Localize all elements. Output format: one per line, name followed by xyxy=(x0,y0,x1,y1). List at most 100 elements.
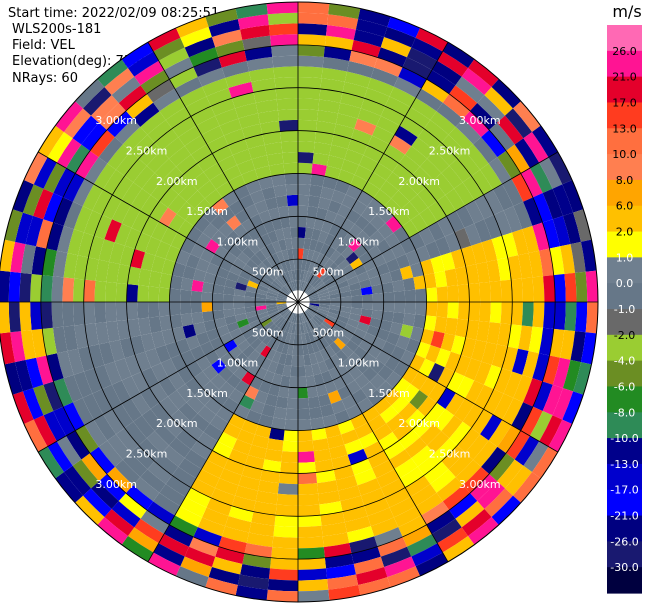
velocity-cell xyxy=(137,285,149,302)
velocity-cell xyxy=(185,377,203,396)
velocity-cell xyxy=(168,437,191,459)
velocity-cell xyxy=(258,176,274,190)
velocity-cell xyxy=(260,120,281,135)
colorbar-tick-label: 2.0 xyxy=(616,226,634,239)
velocity-cell xyxy=(399,265,414,280)
velocity-cell xyxy=(267,308,279,316)
velocity-cell xyxy=(276,329,285,342)
velocity-cell xyxy=(0,332,16,365)
velocity-cell xyxy=(245,454,265,470)
velocity-cell xyxy=(289,259,295,271)
velocity-cell xyxy=(298,536,324,549)
velocity-cell xyxy=(90,94,119,123)
velocity-cell xyxy=(62,277,75,302)
velocity-cell xyxy=(168,371,186,391)
velocity-cell xyxy=(130,249,146,269)
velocity-cell xyxy=(272,328,282,340)
velocity-cell xyxy=(63,402,85,431)
velocity-cell xyxy=(170,174,191,195)
velocity-cell xyxy=(63,201,83,230)
velocity-cell xyxy=(305,309,314,318)
velocity-cell xyxy=(419,207,438,227)
velocity-cell xyxy=(193,57,222,77)
velocity-cell xyxy=(362,259,377,272)
velocity-cell xyxy=(344,71,371,89)
velocity-cell xyxy=(232,439,252,455)
velocity-cell xyxy=(266,292,278,298)
velocity-cell xyxy=(356,190,374,207)
velocity-cell xyxy=(134,518,165,544)
velocity-cell xyxy=(310,276,320,287)
velocity-cell xyxy=(127,318,141,338)
velocity-cell xyxy=(539,327,554,356)
velocity-cell xyxy=(245,310,258,319)
velocity-cell xyxy=(313,448,332,462)
velocity-cell xyxy=(417,396,437,417)
velocity-cell xyxy=(235,584,268,601)
velocity-cell xyxy=(170,354,187,372)
velocity-cell xyxy=(266,1,298,15)
velocity-cell xyxy=(196,116,220,135)
velocity-cell xyxy=(304,227,314,240)
colorbar-tick-label: -10.0 xyxy=(610,432,638,445)
colorbar-swatch xyxy=(607,567,642,594)
velocity-cell xyxy=(217,155,237,173)
velocity-cell xyxy=(356,271,370,283)
velocity-cell xyxy=(251,78,276,93)
velocity-cell xyxy=(174,506,203,528)
velocity-cell xyxy=(124,227,142,250)
velocity-cell xyxy=(325,280,338,289)
velocity-cell xyxy=(298,130,316,143)
velocity-cell xyxy=(130,393,151,416)
velocity-cell xyxy=(390,345,406,361)
velocity-cell xyxy=(320,511,345,526)
velocity-cell xyxy=(511,173,533,202)
velocity-cell xyxy=(33,157,57,189)
velocity-cell xyxy=(399,324,414,339)
velocity-cell xyxy=(314,350,325,364)
velocity-cell xyxy=(360,381,377,398)
velocity-cell xyxy=(214,275,227,287)
colorbar-tick-label: -26.0 xyxy=(610,535,638,548)
velocity-cell xyxy=(175,566,209,588)
velocity-cell xyxy=(56,435,82,466)
velocity-cell xyxy=(233,295,245,302)
velocity-cell xyxy=(381,281,394,294)
velocity-cell xyxy=(402,313,416,327)
velocity-cell xyxy=(457,427,481,453)
range-ring-label: 1.50km xyxy=(368,205,410,218)
velocity-cell xyxy=(184,449,207,470)
velocity-cell xyxy=(514,138,540,169)
velocity-cell xyxy=(315,207,328,221)
velocity-cell xyxy=(109,242,125,265)
velocity-cell xyxy=(326,434,345,449)
velocity-cell xyxy=(53,197,73,226)
velocity-cell xyxy=(298,493,320,506)
velocity-cell xyxy=(332,323,345,334)
velocity-cell xyxy=(251,511,276,526)
velocity-cell xyxy=(417,453,442,476)
velocity-cell xyxy=(73,302,85,326)
velocity-cell xyxy=(125,93,154,119)
velocity-cell xyxy=(332,376,347,391)
velocity-cell xyxy=(391,395,410,414)
velocity-cell xyxy=(158,377,177,397)
velocity-cell xyxy=(465,144,489,170)
velocity-cell xyxy=(254,165,272,180)
velocity-cell xyxy=(160,227,178,246)
velocity-cell xyxy=(393,208,411,227)
velocity-cell xyxy=(362,406,380,423)
velocity-cell xyxy=(398,429,420,450)
velocity-cell xyxy=(202,507,229,527)
velocity-cell xyxy=(457,302,470,320)
velocity-cell xyxy=(121,182,142,206)
velocity-cell xyxy=(394,125,418,146)
velocity-cell xyxy=(277,295,288,300)
velocity-cell xyxy=(253,88,277,103)
velocity-cell xyxy=(133,415,155,439)
velocity-cell xyxy=(209,172,229,190)
velocity-cell xyxy=(450,249,466,269)
velocity-cell xyxy=(286,248,294,261)
azimuth-spoke xyxy=(297,301,559,453)
velocity-cell xyxy=(454,182,475,206)
